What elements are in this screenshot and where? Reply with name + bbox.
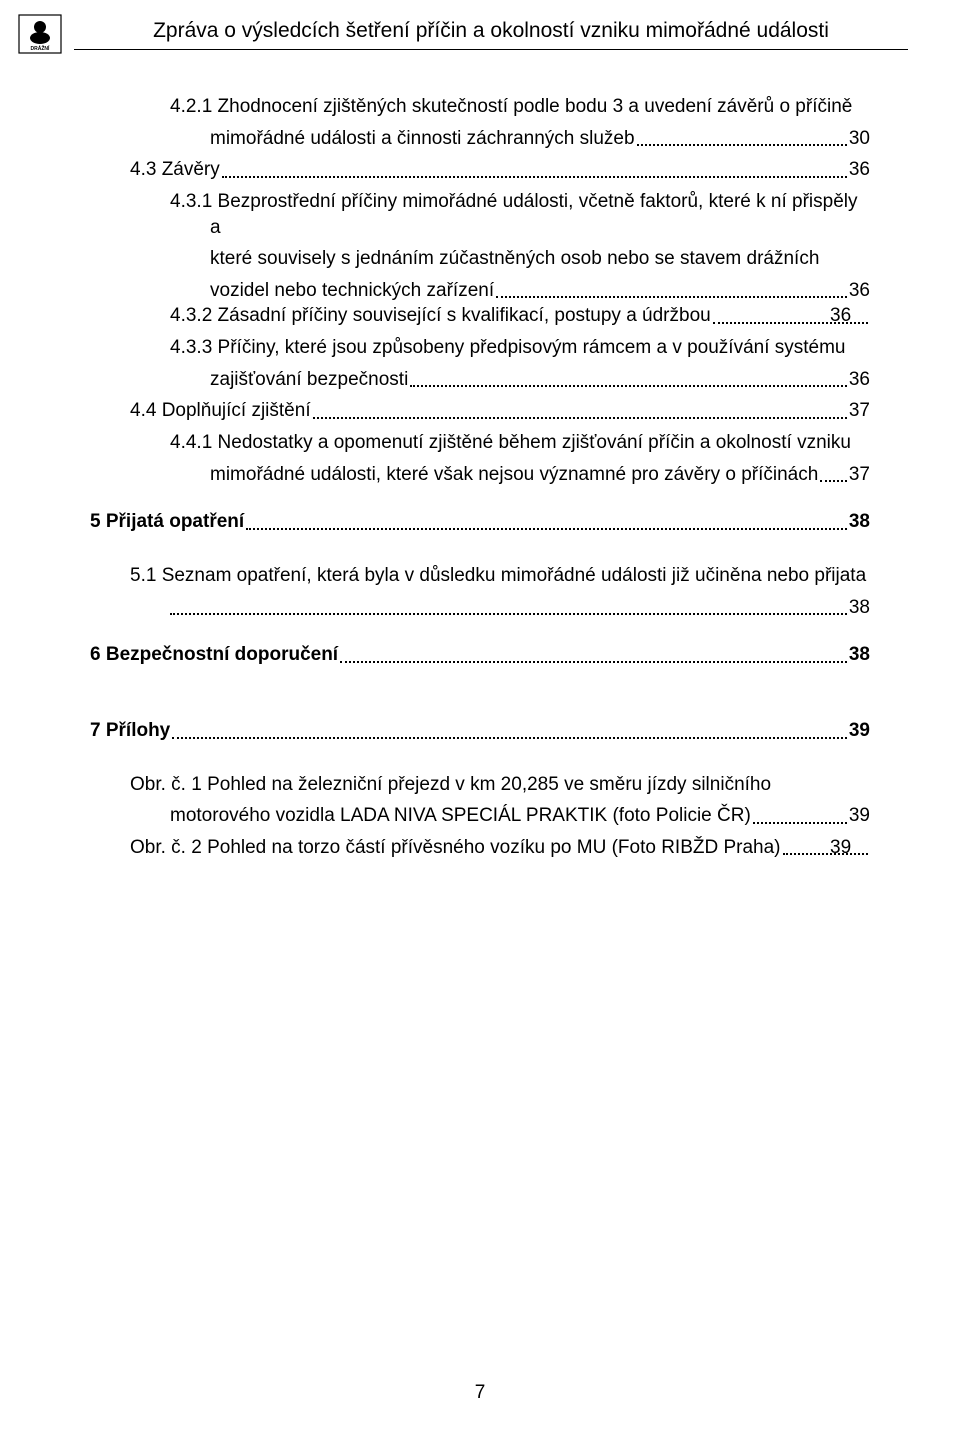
toc-entry-51-line1: 5.1 Seznam opatření, která byla v důsled…	[90, 563, 870, 589]
toc-dots	[313, 417, 847, 419]
toc-entry-obr2: Obr. č. 2 Pohled na torzo částí přívěsné…	[90, 835, 870, 861]
toc-entry-441-line1: 4.4.1 Nedostatky a opomenutí zjištěné bě…	[90, 430, 870, 456]
toc-dots	[170, 613, 847, 615]
toc-dots	[820, 480, 847, 482]
page-number: 7	[0, 1382, 960, 1404]
toc-entry-5: 5 Přijatá opatření 38	[90, 509, 870, 535]
toc-dots	[496, 296, 847, 298]
toc-page: 37	[849, 398, 870, 424]
toc-dots	[637, 144, 847, 146]
toc-entry-421-line2: mimořádné události a činnosti záchrannýc…	[90, 126, 870, 152]
toc-entry-431-line1: 4.3.1 Bezprostřední příčiny mimořádné ud…	[90, 189, 870, 240]
toc-entry-obr1-line1: Obr. č. 1 Pohled na železniční přejezd v…	[90, 772, 870, 798]
svg-text:DRÁŽNÍ: DRÁŽNÍ	[31, 44, 50, 52]
toc-text: motorového vozidla LADA NIVA SPECIÁL PRA…	[170, 803, 751, 829]
toc-dots	[172, 737, 847, 739]
toc-text: 4.3.2 Zásadní příčiny související s kval…	[210, 303, 711, 329]
toc-text: 4.3 Závěry	[130, 157, 220, 183]
toc-page: 30	[849, 126, 870, 152]
toc-dots	[753, 822, 847, 824]
toc-entry-441-line2: mimořádné události, které však nejsou vý…	[90, 462, 870, 488]
toc-page: 38	[849, 595, 870, 621]
toc-text: vozidel nebo technických zařízení	[210, 278, 494, 304]
toc-dots	[246, 528, 847, 530]
toc-page: 36	[849, 367, 870, 393]
toc-dots	[410, 385, 847, 387]
toc-entry-433-line2: zajišťování bezpečnosti 36	[90, 367, 870, 393]
toc-entry-obr1-line2: motorového vozidla LADA NIVA SPECIÁL PRA…	[90, 803, 870, 829]
toc-entry-44: 4.4 Doplňující zjištění 37	[90, 398, 870, 424]
toc-entry-6: 6 Bezpečnostní doporučení 38	[90, 642, 870, 668]
toc-dots	[340, 661, 847, 663]
toc-page: 36	[849, 157, 870, 183]
toc-page: 39	[849, 718, 870, 744]
toc-entry-7: 7 Přílohy 39	[90, 718, 870, 744]
toc-page: 36	[849, 278, 870, 304]
toc-page: 37	[849, 462, 870, 488]
header-title: Zpráva o výsledcích šetření příčin a oko…	[74, 19, 908, 50]
toc-entry-421-line1: 4.2.1 Zhodnocení zjištěných skutečností …	[90, 94, 870, 120]
toc-page: 38	[849, 642, 870, 668]
toc-text: zajišťování bezpečnosti	[210, 367, 408, 393]
toc-dots	[783, 853, 868, 855]
toc-text: 6 Bezpečnostní doporučení	[90, 642, 338, 668]
toc-entry-431-line3: vozidel nebo technických zařízení 36	[90, 278, 870, 304]
toc-text: 7 Přílohy	[90, 718, 170, 744]
toc-entry-433-line1: 4.3.3 Příčiny, které jsou způsobeny před…	[90, 335, 870, 361]
toc-text: mimořádné události, které však nejsou vý…	[210, 462, 818, 488]
toc-dots	[222, 176, 847, 178]
toc-page: 38	[849, 509, 870, 535]
toc-page: 39	[849, 803, 870, 829]
toc-text: mimořádné události a činnosti záchrannýc…	[210, 126, 635, 152]
toc-entry-432: 4.3.2 Zásadní příčiny související s kval…	[90, 303, 870, 329]
toc-text: 5 Přijatá opatření	[90, 509, 244, 535]
toc-text: Obr. č. 2 Pohled na torzo částí přívěsné…	[170, 835, 781, 861]
toc-text: 4.4 Doplňující zjištění	[130, 398, 311, 424]
logo-icon: DRÁŽNÍ	[18, 14, 62, 54]
document-header: DRÁŽNÍ Zpráva o výsledcích šetření příči…	[0, 0, 960, 54]
toc-entry-51-line2: 38	[90, 595, 870, 621]
toc-entry-431-line2: které souvisely s jednáním zúčastněných …	[90, 246, 870, 272]
toc-entry-43: 4.3 Závěry 36	[90, 157, 870, 183]
toc-content: 4.2.1 Zhodnocení zjištěných skutečností …	[0, 54, 960, 860]
